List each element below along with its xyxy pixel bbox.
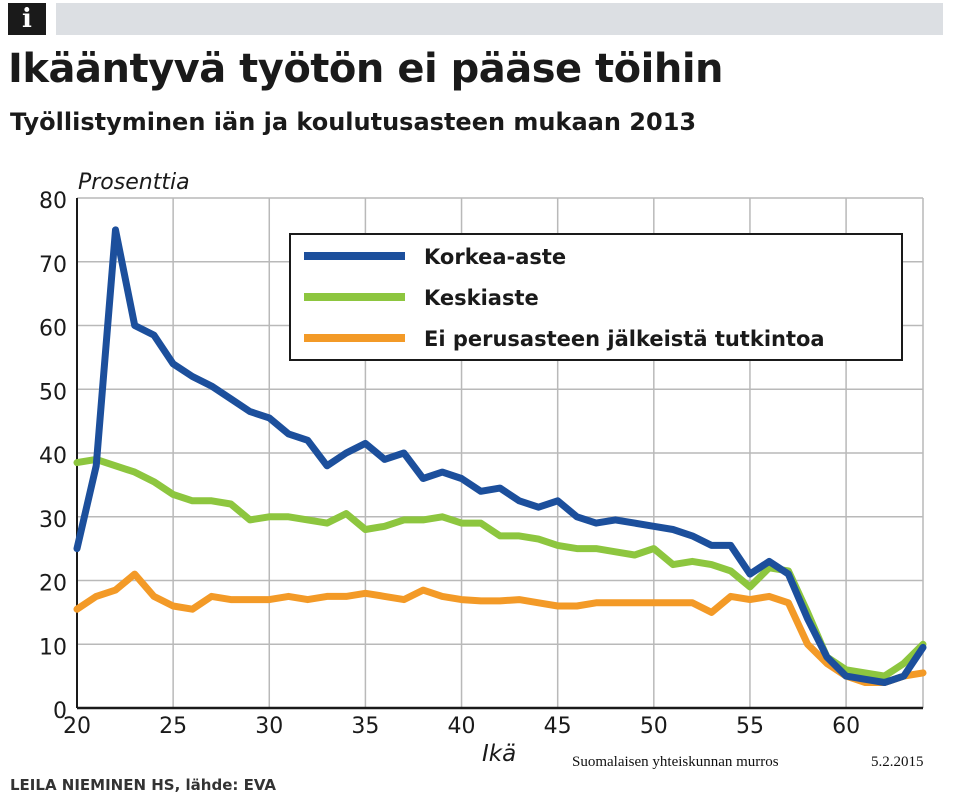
series-line-2 (73, 570, 927, 686)
legend-label: Keskiaste (424, 286, 539, 310)
x-tick-label: 60 (832, 714, 860, 739)
credit-line: LEILA NIEMINEN HS, lähde: EVA (10, 776, 277, 794)
y-tick-label: 30 (39, 508, 67, 533)
y-tick-label: 50 (39, 380, 67, 405)
chart-subtitle: Työllistyminen iän ja koulutusasteen muk… (10, 108, 697, 136)
x-tick-label: 20 (63, 714, 91, 739)
y-axis-label: Prosenttia (78, 170, 190, 195)
y-tick-label: 70 (39, 253, 67, 278)
x-tick-label: 40 (448, 714, 476, 739)
x-tick-label: 30 (255, 714, 283, 739)
x-axis-label: Ikä (482, 741, 516, 767)
y-tick-label: 20 (39, 572, 67, 597)
banner-band (56, 3, 943, 35)
legend-label: Korkea-aste (424, 245, 566, 269)
x-tick-label: 25 (159, 714, 187, 739)
x-tick-label: 55 (736, 714, 764, 739)
x-tick-label: 45 (544, 714, 572, 739)
series-line-0 (73, 226, 927, 686)
y-tick-label: 0 (53, 699, 67, 724)
legend-label: Ei perusasteen jälkeistä tutkintoa (424, 327, 825, 351)
y-tick-label: 10 (39, 635, 67, 660)
y-tick-label: 60 (39, 317, 67, 342)
legend: Korkea-aste Keskiaste Ei perusasteen jälke… (289, 233, 903, 361)
top-banner: i (8, 3, 943, 35)
chart-title: Ikääntyvä työtön ei pääse töihin (8, 46, 724, 92)
y-tick-label: 40 (39, 444, 67, 469)
x-tick-label: 50 (640, 714, 668, 739)
x-tick-label: 35 (351, 714, 379, 739)
footer-caption: Suomalaisen yhteiskunnan murros (572, 754, 779, 770)
footer-date: 5.2.2015 (871, 754, 924, 770)
info-icon: i (8, 3, 46, 35)
y-tick-label: 80 (39, 189, 67, 214)
